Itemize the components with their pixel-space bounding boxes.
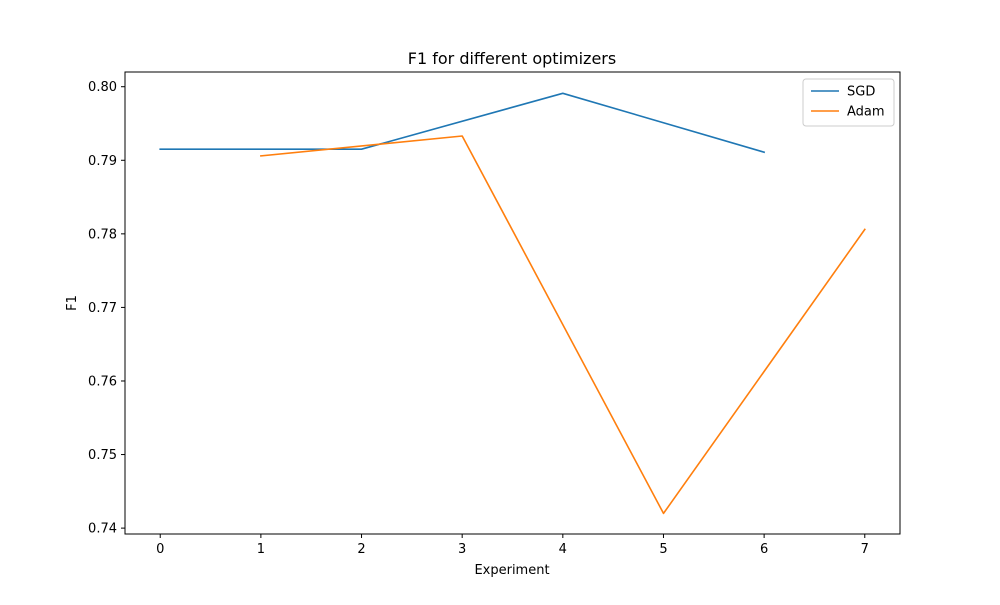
series-line-sgd <box>159 92 766 154</box>
y-tick-label: 0.75 <box>88 448 117 463</box>
x-tick-label: 2 <box>357 542 365 557</box>
y-tick-label: 0.74 <box>88 522 117 537</box>
plot-area-frame <box>124 71 901 535</box>
chart-title: F1 for different optimizers <box>408 49 616 68</box>
series-lines <box>159 92 866 515</box>
x-tick-label: 4 <box>559 542 567 557</box>
y-tick-label: 0.77 <box>88 301 117 316</box>
y-axis-ticks: 0.74 0.75 0.76 0.77 0.78 0.79 0.80 <box>88 80 125 537</box>
x-axis-label: Experiment <box>474 563 549 578</box>
x-tick-label: 6 <box>760 542 768 557</box>
x-tick-label: 0 <box>156 542 164 557</box>
legend-label-sgd: SGD <box>847 85 875 100</box>
x-tick-label: 5 <box>659 542 667 557</box>
y-tick-label: 0.76 <box>88 374 117 389</box>
legend: SGD Adam <box>802 78 895 127</box>
y-tick-label: 0.80 <box>88 80 117 95</box>
legend-label-adam: Adam <box>847 105 885 120</box>
y-tick-label: 0.79 <box>88 154 117 169</box>
x-tick-label: 3 <box>458 542 466 557</box>
x-tick-label: 7 <box>861 542 869 557</box>
x-axis-ticks: 0 1 2 3 4 5 6 7 <box>156 534 869 557</box>
y-tick-label: 0.78 <box>88 227 117 242</box>
x-tick-label: 1 <box>257 542 265 557</box>
y-axis-label: F1 <box>65 295 80 311</box>
series-line-adam <box>260 135 866 515</box>
